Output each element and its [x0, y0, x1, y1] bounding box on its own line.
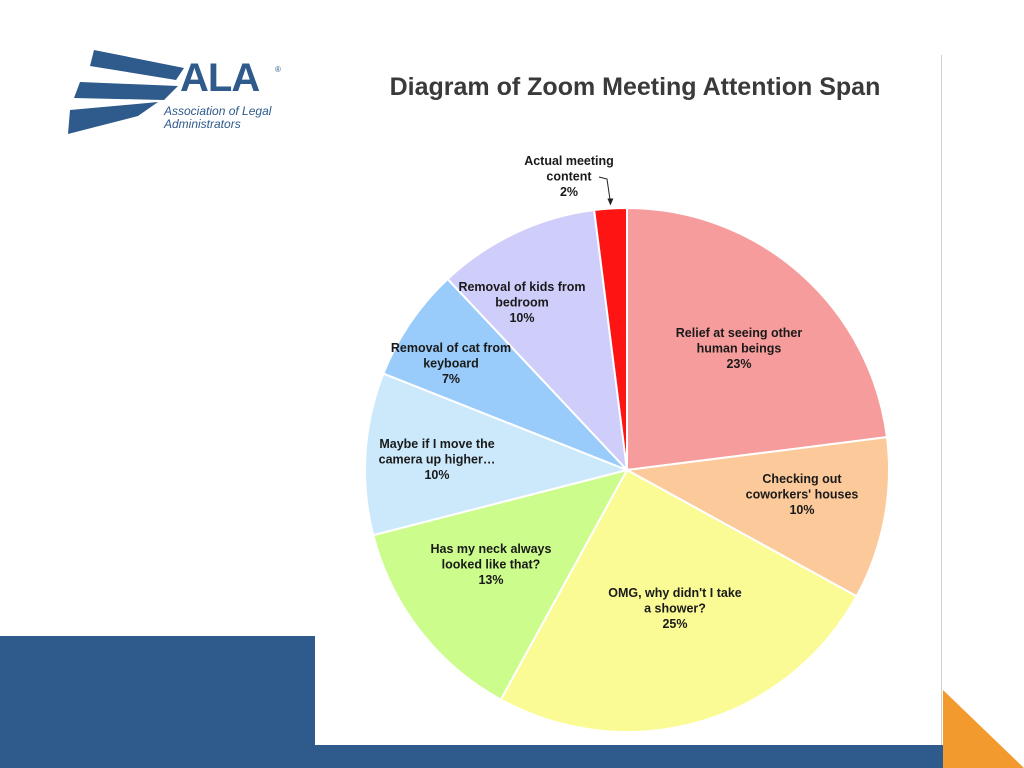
pie-slice-4: [364, 372, 631, 537]
logo-registered-mark: ®: [275, 65, 281, 74]
logo-subtitle-line2: Administrators: [164, 117, 241, 131]
chart-title: Diagram of Zoom Meeting Attention Span: [389, 73, 881, 101]
pie-slice-1: [623, 436, 890, 598]
pie-slice-0: [626, 206, 889, 472]
pie-slice-2: [499, 468, 858, 733]
logo-subtitle-line1: Association of Legal: [164, 104, 272, 118]
slice-label-2: OMG, why didn't I take a shower? 25%: [608, 586, 742, 631]
slice-label-3: Has my neck always looked like that? 13%: [431, 542, 552, 587]
slice-label-1: Checking out coworkers' houses 10%: [746, 472, 859, 517]
pie-chart: Relief at seeing other human beings 23% Che…: [364, 154, 890, 733]
callout-line: [598, 176, 611, 203]
bottom-right-orange-shape: [943, 690, 1024, 768]
bottom-right-blue-accent: [760, 745, 943, 768]
slice-label-6: Removal of kids from bedroom 10%: [458, 280, 585, 325]
slice-label-7: Actual meeting content 2%: [524, 154, 614, 199]
slice-label-0: Relief at seeing other human beings 23%: [676, 326, 803, 371]
slice-label-4: Maybe if I move the camera up higher… 10%: [379, 437, 496, 482]
pie-slice-7: [593, 206, 628, 471]
logo-wordmark: ALA: [180, 56, 260, 100]
logo-swoosh-icon: [68, 50, 184, 134]
chart-panel: Diagram of Zoom Meeting Attention Span R…: [315, 55, 942, 745]
pie-slice-6: [446, 208, 629, 473]
ala-logo: ALA ® Association of Legal Administrator…: [66, 48, 306, 140]
pie-slice-5: [382, 277, 628, 471]
callout-arrowhead: [607, 198, 614, 206]
pie-slice-3: [372, 468, 629, 701]
slice-label-5: Removal of cat from keyboard 7%: [391, 341, 511, 386]
bottom-blue-band: [0, 745, 810, 768]
